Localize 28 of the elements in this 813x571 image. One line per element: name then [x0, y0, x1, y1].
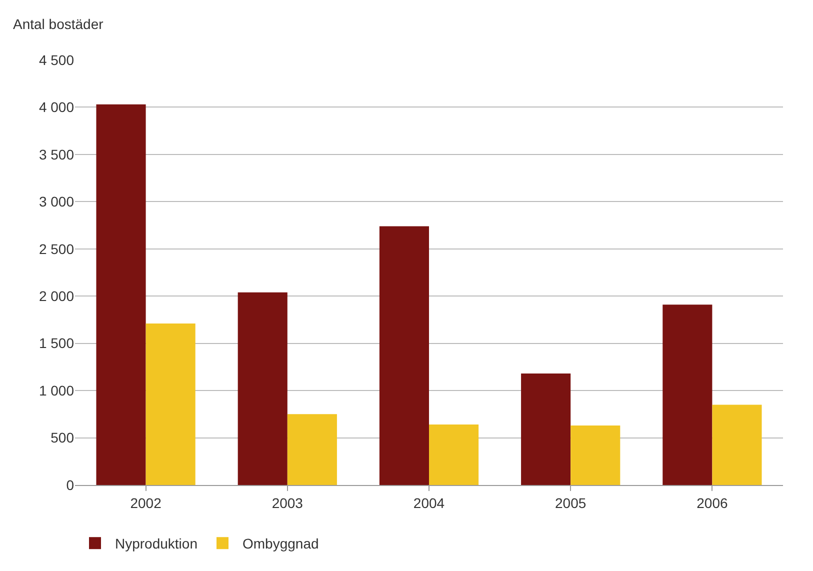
x-tick-label: 2004 [413, 494, 445, 511]
x-tick-label: 2002 [130, 494, 162, 511]
bar [429, 424, 479, 485]
x-tick-label: 2006 [696, 494, 728, 511]
y-tick-label: 500 [50, 430, 74, 446]
y-axis-title: Antal bostäder [13, 16, 104, 32]
x-tick-label: 2003 [272, 494, 304, 511]
legend-label: Ombyggnad [242, 536, 319, 552]
bar [96, 104, 146, 485]
y-tick-label: 1 500 [38, 335, 74, 352]
y-tick-label: 3 000 [38, 194, 74, 210]
bar [379, 226, 429, 485]
y-tick-label: 2 500 [38, 240, 74, 257]
legend-label: Nyproduktion [115, 536, 198, 552]
y-tick-label: 3 500 [38, 146, 74, 162]
y-tick-label: 1 000 [38, 382, 74, 398]
bar [238, 292, 288, 485]
y-tick-label: 2 000 [38, 288, 74, 304]
bar [146, 324, 196, 485]
y-tick-label: 4 500 [38, 52, 74, 68]
y-tick-label: 4 000 [38, 99, 74, 116]
y-tick-label: 0 [66, 476, 74, 493]
bar [662, 304, 712, 485]
bar [287, 414, 337, 485]
bar [570, 426, 620, 485]
bar [712, 404, 762, 485]
x-tick-label: 2005 [555, 494, 586, 511]
bar [521, 374, 571, 485]
